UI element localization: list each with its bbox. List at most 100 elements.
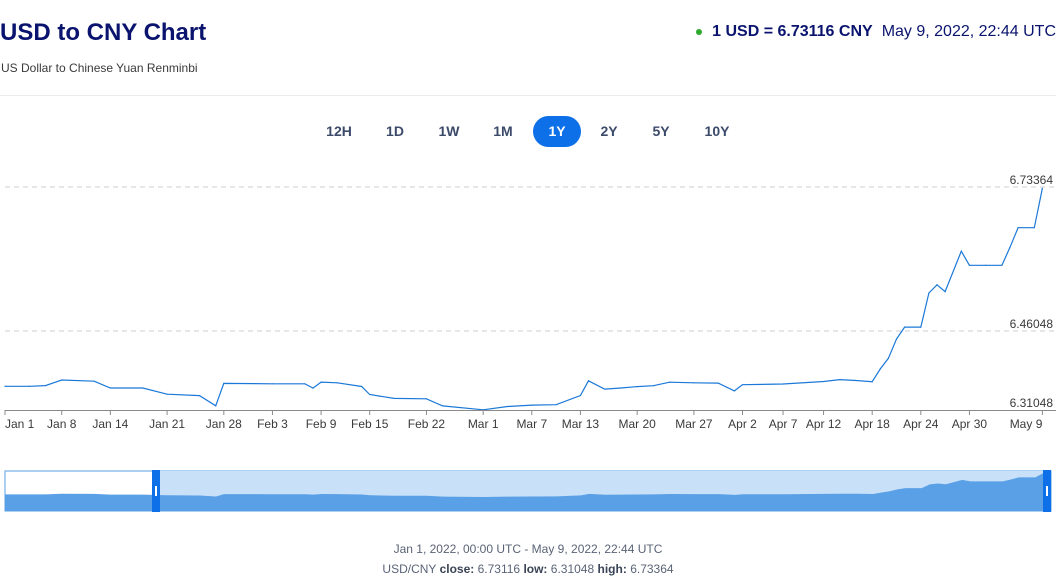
x-tick-label: Mar 13 bbox=[562, 417, 600, 431]
data-point bbox=[304, 383, 306, 385]
x-tick-label: Mar 27 bbox=[675, 417, 713, 431]
data-point bbox=[61, 379, 63, 381]
data-point bbox=[944, 290, 946, 293]
data-point bbox=[968, 264, 971, 266]
navigator-area bbox=[5, 473, 1051, 511]
data-point bbox=[1041, 187, 1043, 189]
summary-stats: USD/CNY close: 6.73116 low: 6.31048 high… bbox=[0, 559, 1056, 579]
data-point bbox=[604, 388, 606, 390]
low-label: low: bbox=[523, 562, 548, 576]
data-point bbox=[442, 405, 444, 407]
data-point bbox=[198, 395, 201, 397]
live-status-dot-icon bbox=[696, 29, 703, 35]
data-point bbox=[360, 385, 363, 388]
data-point bbox=[636, 386, 638, 388]
x-tick-label: Apr 12 bbox=[806, 417, 842, 431]
x-tick-label: Apr 30 bbox=[952, 417, 988, 431]
data-point bbox=[1033, 227, 1035, 229]
data-point bbox=[960, 250, 962, 252]
data-point bbox=[271, 383, 274, 385]
tab-2y[interactable]: 2Y bbox=[600, 123, 618, 139]
data-point bbox=[506, 405, 509, 408]
x-tick-label: Jan 1 bbox=[5, 417, 35, 431]
date-range-text: Jan 1, 2022, 00:00 UTC - May 9, 2022, 22… bbox=[393, 542, 663, 556]
rate-value: 1 USD = 6.73116 CNY bbox=[712, 23, 873, 40]
x-tick-label: Apr 18 bbox=[855, 417, 891, 431]
close-value: 6.73116 bbox=[477, 562, 521, 576]
tab-1d[interactable]: 1D bbox=[386, 123, 404, 139]
tab-1m[interactable]: 1M bbox=[493, 123, 513, 139]
x-tick-label: Mar 1 bbox=[468, 417, 499, 431]
live-rate: 1 USD = 6.73116 CNY May 9, 2022, 22:44 U… bbox=[696, 23, 1056, 41]
x-tick-label: Apr 7 bbox=[769, 417, 798, 431]
data-point bbox=[839, 378, 841, 381]
range-navigator[interactable] bbox=[0, 468, 1056, 518]
tab-12h[interactable]: 12H bbox=[326, 123, 352, 139]
x-tick-label: Jan 14 bbox=[92, 417, 128, 431]
page-subtitle: US Dollar to Chinese Yuan Renminbi bbox=[1, 61, 198, 75]
data-point bbox=[223, 382, 225, 384]
tab-1y[interactable]: 1Y bbox=[533, 116, 581, 147]
data-point bbox=[717, 382, 719, 384]
data-point bbox=[920, 326, 922, 328]
x-tick-label: Feb 22 bbox=[408, 417, 446, 431]
data-point bbox=[93, 380, 95, 382]
data-point bbox=[579, 394, 582, 397]
x-tick-label: May 9 bbox=[1010, 417, 1043, 431]
x-tick-label: Jan 8 bbox=[47, 417, 77, 431]
data-point bbox=[668, 381, 671, 383]
data-point bbox=[312, 387, 314, 389]
tab-5y[interactable]: 5Y bbox=[652, 123, 670, 139]
page-title: USD to CNY Chart bbox=[0, 19, 207, 46]
data-point bbox=[336, 382, 338, 384]
page-header: USD to CNY Chart US Dollar to Chinese Yu… bbox=[0, 0, 1056, 96]
x-tick-label: Apr 24 bbox=[903, 417, 939, 431]
data-point bbox=[166, 393, 168, 395]
chart-footer: Jan 1, 2022, 00:00 UTC - May 9, 2022, 22… bbox=[0, 539, 1056, 579]
data-point bbox=[1017, 227, 1019, 229]
x-tick-label: Jan 21 bbox=[149, 417, 185, 431]
data-point bbox=[393, 397, 395, 399]
series-line bbox=[5, 188, 1043, 411]
data-point bbox=[44, 384, 47, 387]
data-point bbox=[320, 381, 322, 383]
data-point bbox=[855, 379, 857, 382]
data-point bbox=[741, 384, 744, 386]
rate-timestamp: May 9, 2022, 22:44 UTC bbox=[881, 23, 1056, 40]
data-point bbox=[887, 357, 889, 359]
data-point bbox=[142, 387, 144, 389]
data-point bbox=[879, 368, 881, 370]
data-point bbox=[904, 326, 906, 328]
x-tick-label: Apr 2 bbox=[728, 417, 757, 431]
data-point bbox=[620, 387, 622, 389]
data-point bbox=[895, 338, 898, 340]
close-label: close: bbox=[439, 562, 475, 576]
data-point bbox=[28, 385, 30, 387]
data-point bbox=[215, 405, 217, 407]
data-point bbox=[871, 381, 873, 383]
tab-10y[interactable]: 10Y bbox=[704, 123, 730, 139]
price-chart: 6.73364 6.46048 6.31048 Jan 1 Jan 8 Jan 14 Jan… bbox=[4, 173, 1056, 431]
data-point bbox=[936, 284, 938, 286]
data-point bbox=[733, 390, 736, 392]
range-tabs: 12H 1D 1W 1M 1Y 2Y 5Y 10Y bbox=[0, 116, 1056, 147]
data-point bbox=[822, 380, 825, 383]
high-label: high: bbox=[597, 562, 627, 576]
data-point bbox=[693, 382, 695, 384]
data-point bbox=[1001, 264, 1003, 266]
low-value: 6.31048 bbox=[550, 562, 595, 576]
data-point bbox=[587, 380, 590, 382]
tab-1w[interactable]: 1W bbox=[438, 123, 460, 139]
data-point bbox=[928, 292, 930, 294]
x-tick-label: Jan 28 bbox=[206, 417, 242, 431]
data-point bbox=[4, 385, 6, 387]
data-point bbox=[1009, 246, 1011, 248]
data-point bbox=[652, 385, 654, 387]
high-value: 6.73364 bbox=[630, 562, 674, 576]
y-tick-label: 6.46048 bbox=[1010, 317, 1054, 331]
data-point bbox=[782, 383, 784, 385]
data-point bbox=[425, 398, 428, 400]
x-tick-label: Feb 3 bbox=[257, 417, 288, 431]
data-point bbox=[555, 404, 557, 406]
data-point bbox=[369, 393, 371, 396]
